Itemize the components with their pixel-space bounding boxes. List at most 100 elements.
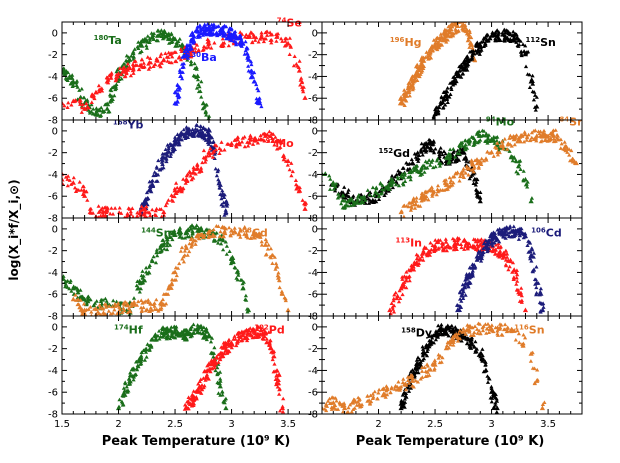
scatter-marker <box>277 285 282 290</box>
scatter-marker <box>216 237 221 242</box>
scatter-marker <box>436 323 441 328</box>
scatter-marker <box>271 350 276 355</box>
scatter-marker <box>433 146 438 151</box>
scatter-marker <box>277 387 282 392</box>
scatter-marker <box>154 297 159 302</box>
scatter-marker <box>509 144 514 148</box>
scatter-marker <box>370 185 375 190</box>
scatter-marker <box>227 225 232 230</box>
scatter-marker <box>495 33 500 37</box>
scatter-marker <box>212 142 218 147</box>
scatter-marker <box>423 142 428 147</box>
scatter-marker <box>503 226 508 230</box>
scatter-marker <box>194 86 200 90</box>
scatter-marker <box>300 87 305 92</box>
scatter-marker <box>144 204 149 209</box>
scatter-marker <box>457 148 462 152</box>
scatter-marker <box>431 333 436 337</box>
scatter-marker <box>139 308 145 312</box>
scatter-marker <box>223 345 228 350</box>
scatter-marker <box>189 223 195 227</box>
scatter-marker <box>184 47 189 52</box>
scatter-marker <box>415 65 420 69</box>
scatter-marker <box>395 175 400 179</box>
scatter-marker <box>221 230 227 235</box>
scatter-marker <box>463 18 467 22</box>
scatter-marker <box>140 37 145 42</box>
scatter-marker <box>124 63 130 68</box>
scatter-marker <box>422 246 427 250</box>
scatter-marker <box>467 329 472 334</box>
scatter-marker <box>168 154 173 158</box>
scatter-marker <box>448 23 453 27</box>
scatter-marker <box>371 193 376 198</box>
scatter-marker <box>211 149 216 154</box>
scatter-marker <box>525 184 530 189</box>
scatter-marker <box>114 86 119 90</box>
scatter-marker <box>495 152 500 157</box>
scatter-marker <box>132 59 137 64</box>
scatter-marker <box>475 194 480 198</box>
scatter-marker <box>159 326 165 330</box>
scatter-marker <box>445 100 450 104</box>
scatter-marker <box>194 223 199 227</box>
scatter-marker <box>80 184 86 189</box>
scatter-marker <box>494 410 499 414</box>
scatter-marker <box>200 327 205 332</box>
scatter-marker <box>178 47 184 51</box>
scatter-marker <box>189 38 194 43</box>
scatter-marker <box>220 41 225 45</box>
scatter-marker <box>138 208 143 213</box>
scatter-marker <box>239 139 245 144</box>
scatter-marker <box>408 386 413 390</box>
scatter-marker <box>511 29 516 34</box>
scatter-marker <box>249 62 254 67</box>
scatter-marker <box>477 52 482 56</box>
scatter-marker <box>328 177 333 181</box>
scatter-marker <box>409 204 414 208</box>
scatter-marker <box>122 308 127 313</box>
scatter-marker <box>109 99 114 103</box>
scatter-marker <box>381 393 387 398</box>
scatter-marker <box>399 398 404 403</box>
scatter-marker <box>270 136 275 140</box>
scatter-marker <box>224 211 229 216</box>
scatter-marker <box>476 47 481 51</box>
scatter-marker <box>203 155 208 159</box>
scatter-marker <box>441 327 446 331</box>
scatter-marker <box>400 101 405 106</box>
scatter-marker <box>230 254 235 259</box>
scatter-marker <box>216 360 221 364</box>
scatter-marker <box>359 404 364 408</box>
scatter-marker <box>502 137 507 141</box>
scatter-marker <box>415 62 420 67</box>
scatter-marker <box>425 160 430 165</box>
scatter-marker <box>330 395 335 399</box>
scatter-marker <box>526 250 531 254</box>
scatter-marker <box>367 198 372 202</box>
scatter-marker <box>481 246 486 251</box>
scatter-marker <box>435 240 440 244</box>
scatter-marker <box>159 52 164 56</box>
series-113In <box>387 236 529 316</box>
scatter-marker <box>177 54 182 59</box>
scatter-marker <box>141 61 146 65</box>
scatter-marker <box>218 357 223 362</box>
scatter-marker <box>527 241 533 245</box>
y-tick-label: -2 <box>48 50 58 61</box>
scatter-marker <box>251 142 256 146</box>
scatter-marker <box>359 195 365 200</box>
scatter-marker <box>239 36 244 40</box>
scatter-marker <box>154 58 159 63</box>
scatter-marker <box>238 235 243 239</box>
scatter-marker <box>255 234 260 239</box>
scatter-marker <box>151 254 156 259</box>
scatter-marker <box>342 185 347 189</box>
scatter-marker <box>478 195 483 199</box>
scatter-marker <box>475 130 480 135</box>
scatter-marker <box>445 86 450 90</box>
scatter-marker <box>230 231 235 236</box>
scatter-marker <box>249 31 254 35</box>
scatter-marker <box>448 92 453 96</box>
scatter-marker <box>492 33 497 38</box>
